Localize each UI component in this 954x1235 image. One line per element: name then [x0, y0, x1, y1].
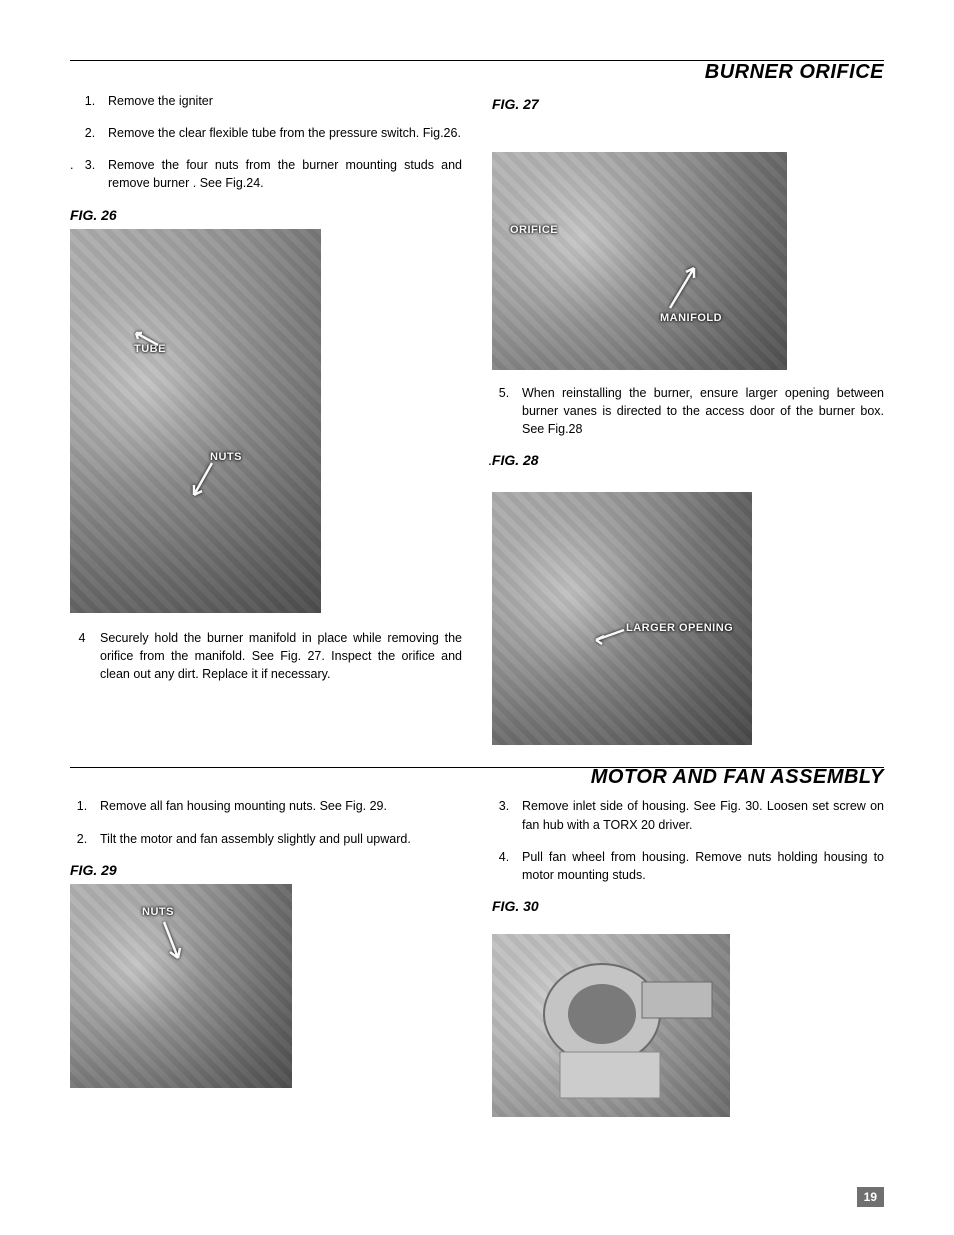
list-item: 4. Pull fan wheel from housing. Remove n… [492, 848, 884, 884]
step-prefix [70, 124, 78, 142]
step-number: 4 [70, 629, 100, 683]
step-number: 3. [78, 156, 108, 192]
annot-larger-opening: LARGER OPENING [626, 622, 733, 634]
page-number: 19 [857, 1187, 884, 1207]
arrow-icon [664, 262, 704, 312]
section1-right-col: FIG. 27 ORIFICE MANIFOLD 5. When reinsta… [492, 92, 884, 745]
step-text: When reinstalling the burner, ensure lar… [522, 384, 884, 438]
step-text: Pull fan wheel from housing. Remove nuts… [522, 848, 884, 884]
step-number: 1. [78, 92, 108, 110]
step-text: Remove inlet side of housing. See Fig. 3… [522, 797, 884, 833]
step-text: Securely hold the burner manifold in pla… [100, 629, 462, 683]
list-item: . 3. Remove the four nuts from the burne… [70, 156, 462, 192]
annot-manifold: MANIFOLD [660, 312, 722, 324]
figure-label-30: FIG. 30 [492, 898, 884, 914]
figure-28-image: LARGER OPENING [492, 492, 752, 745]
section2-columns: 1. Remove all fan housing mounting nuts.… [70, 797, 884, 1117]
list-item: 2. Remove the clear flexible tube from t… [70, 124, 462, 142]
list-item: 3. Remove inlet side of housing. See Fig… [492, 797, 884, 833]
section-title-motor-fan: MOTOR AND FAN ASSEMBLY [70, 766, 884, 797]
figure-29-image: NUTS [70, 884, 292, 1088]
figure-26-image: TUBE NUTS [70, 229, 321, 613]
section-title-burner-orifice: BURNER ORIFICE [70, 61, 884, 92]
list-item: 5. When reinstalling the burner, ensure … [492, 384, 884, 438]
figure-30-image [492, 934, 730, 1117]
section2-right-col: 3. Remove inlet side of housing. See Fig… [492, 797, 884, 1117]
arrow-icon [592, 626, 628, 646]
arrow-icon [130, 329, 160, 349]
fan-housing-icon [492, 934, 730, 1117]
step-number: 2. [70, 830, 100, 848]
step-text: Remove all fan housing mounting nuts. Se… [100, 797, 462, 815]
step-number: 2. [78, 124, 108, 142]
section1-columns: 1. Remove the igniter 2. Remove the clea… [70, 92, 884, 745]
section1-left-col: 1. Remove the igniter 2. Remove the clea… [70, 92, 462, 745]
figure-label-28-text: FIG. 28 [492, 452, 539, 468]
step-number: 3. [492, 797, 522, 833]
annot-nuts: NUTS [142, 906, 174, 918]
section2-left-col: 1. Remove all fan housing mounting nuts.… [70, 797, 462, 1117]
figure-label-28: .FIG. 28 [488, 452, 884, 468]
step-number: 4. [492, 848, 522, 884]
step-number: 1. [70, 797, 100, 815]
annot-orifice: ORIFICE [510, 224, 558, 236]
arrow-icon [188, 461, 218, 501]
list-item: 1. Remove all fan housing mounting nuts.… [70, 797, 462, 815]
step-number: 5. [492, 384, 522, 438]
step-text: Tilt the motor and fan assembly slightly… [100, 830, 462, 848]
step-text: Remove the igniter [108, 92, 462, 110]
arrow-icon [154, 920, 184, 964]
step-text: Remove the four nuts from the burner mou… [108, 156, 462, 192]
list-item: 1. Remove the igniter [70, 92, 462, 110]
step-prefix [70, 92, 78, 110]
figure-label-29: FIG. 29 [70, 862, 462, 878]
figure-label-26: FIG. 26 [70, 207, 462, 223]
list-item: 2. Tilt the motor and fan assembly sligh… [70, 830, 462, 848]
figure-27-image: ORIFICE MANIFOLD [492, 152, 787, 370]
list-item: 4 Securely hold the burner manifold in p… [70, 629, 462, 683]
step-text: Remove the clear flexible tube from the … [108, 124, 462, 142]
step-prefix: . [70, 156, 78, 192]
figure-label-27: FIG. 27 [492, 96, 884, 112]
